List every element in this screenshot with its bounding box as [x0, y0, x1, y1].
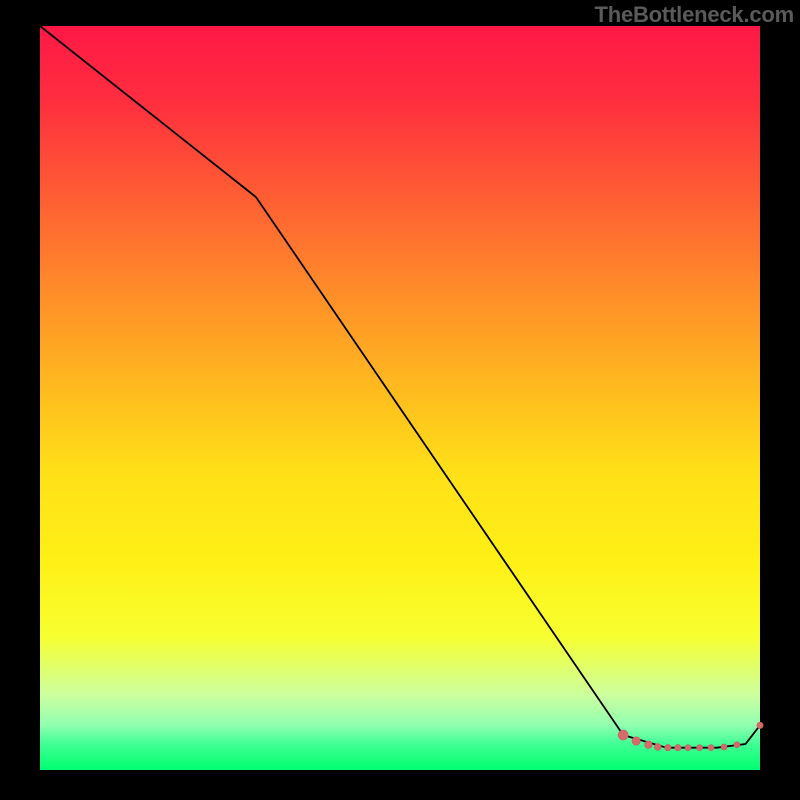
- data-point: [632, 737, 640, 745]
- data-point: [697, 745, 703, 751]
- data-point: [685, 745, 691, 751]
- data-point: [618, 730, 628, 740]
- plot-background-gradient: [40, 26, 760, 770]
- data-point: [665, 744, 671, 750]
- data-point: [757, 722, 763, 728]
- data-point: [675, 744, 681, 750]
- data-point: [645, 741, 653, 749]
- data-point: [708, 745, 714, 751]
- chart-container: TheBottleneck.com: [0, 0, 800, 800]
- data-point: [734, 742, 740, 748]
- branding-watermark: TheBottleneck.com: [594, 2, 794, 28]
- data-point: [721, 744, 727, 750]
- bottleneck-chart: [0, 0, 800, 800]
- data-point: [654, 744, 661, 751]
